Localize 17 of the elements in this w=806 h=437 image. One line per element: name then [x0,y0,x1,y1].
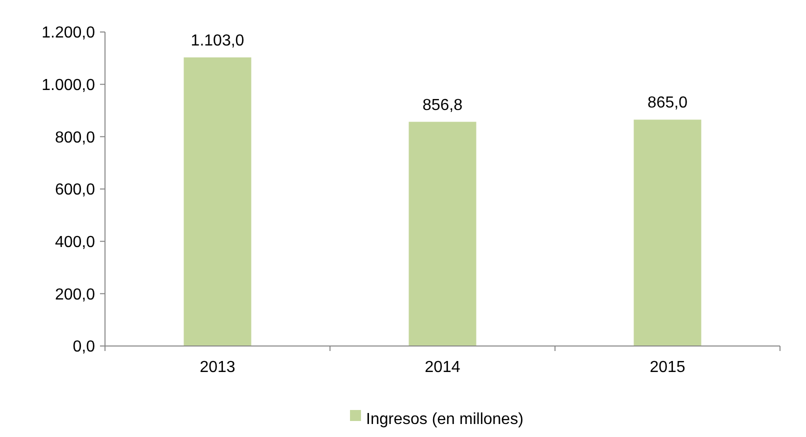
y-tick-label: 200,0 [54,286,96,304]
y-tick-label: 800,0 [54,129,96,146]
y-tick-label: 1.000,0 [42,76,96,94]
x-tick-label: 2015 [650,359,686,376]
bar [634,120,702,346]
bar [184,57,252,346]
y-tick-label: 600,0 [54,182,96,199]
data-label: 865,0 [647,94,688,112]
data-label: 1.103,0 [190,32,244,50]
x-tick-label: 2014 [424,359,460,376]
y-tick-label: 1.200,0 [42,24,96,42]
legend-label: Ingresos (en millones) [366,410,524,428]
y-tick-label: 400,0 [54,234,96,251]
data-label: 856,8 [422,96,463,114]
y-tick-label: 0,0 [72,338,96,356]
x-tick-label: 2013 [200,359,236,376]
bar [408,122,476,346]
